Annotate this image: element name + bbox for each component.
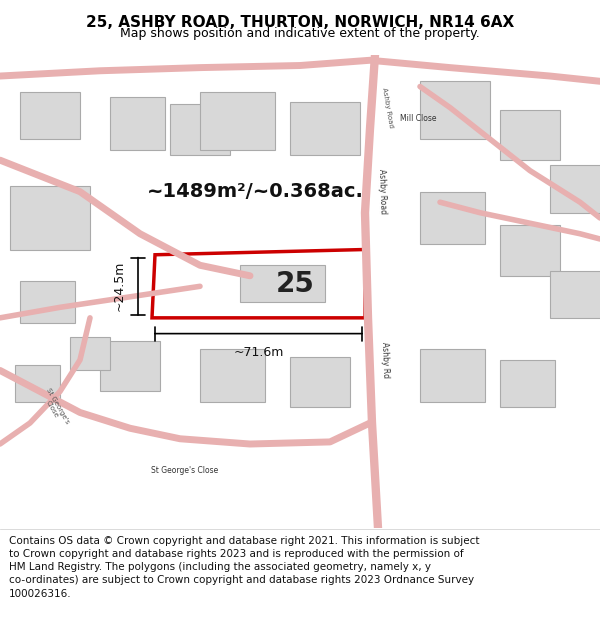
Bar (420, 349, 485, 402)
Bar (500, 226, 560, 276)
Text: ~71.6m: ~71.6m (233, 346, 284, 359)
Polygon shape (152, 249, 365, 318)
Bar (110, 97, 165, 149)
Text: Ashby Rd: Ashby Rd (380, 342, 390, 378)
Bar (550, 271, 600, 318)
Bar (170, 104, 230, 155)
Bar (200, 92, 275, 149)
Text: Ashby Road: Ashby Road (377, 169, 387, 214)
Bar (420, 192, 485, 244)
Bar (15, 365, 60, 402)
Text: ~24.5m: ~24.5m (113, 261, 126, 311)
Text: Contains OS data © Crown copyright and database right 2021. This information is : Contains OS data © Crown copyright and d… (9, 536, 479, 599)
Bar (70, 337, 110, 371)
Bar (420, 81, 490, 139)
Bar (240, 265, 325, 302)
Bar (500, 109, 560, 160)
Text: Mill Close: Mill Close (400, 114, 437, 122)
Text: St George's
Close: St George's Close (40, 387, 71, 428)
Text: Map shows position and indicative extent of the property.: Map shows position and indicative extent… (120, 27, 480, 39)
Bar (200, 349, 265, 402)
Bar (100, 341, 160, 391)
Bar (20, 281, 75, 323)
Bar (290, 102, 360, 155)
Bar (550, 166, 600, 212)
Text: St George's Close: St George's Close (151, 466, 218, 475)
Text: 25, ASHBY ROAD, THURTON, NORWICH, NR14 6AX: 25, ASHBY ROAD, THURTON, NORWICH, NR14 6… (86, 16, 514, 31)
Bar (500, 360, 555, 408)
Bar (20, 92, 80, 139)
Bar (10, 186, 90, 249)
Bar (290, 357, 350, 408)
Text: Ashby Road: Ashby Road (382, 87, 395, 128)
Text: ~1489m²/~0.368ac.: ~1489m²/~0.368ac. (146, 182, 364, 201)
Text: 25: 25 (275, 270, 314, 298)
